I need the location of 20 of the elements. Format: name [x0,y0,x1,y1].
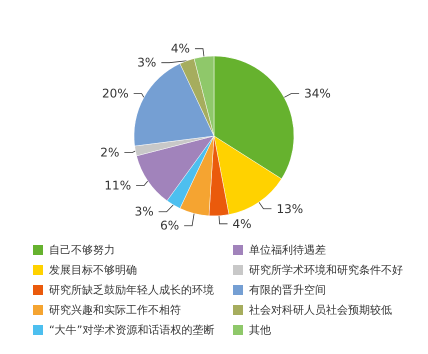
data-label: 2% [100,145,120,160]
legend-label: 有限的晋升空间 [249,284,326,296]
legend-label: 单位福利待遇差 [249,244,326,256]
legend-label: 社会对科研人员社会预期较低 [249,304,392,316]
data-label: 4% [232,216,252,231]
data-label: 4% [170,42,190,56]
legend-label: 发展目标不够明确 [49,264,137,276]
data-label: 3% [137,56,156,70]
data-label: 6% [160,218,180,233]
legend-label: 研究所缺乏鼓励年轻人成长的环境 [49,284,214,296]
data-label: 34% [304,86,331,101]
legend-label: 研究所学术环境和研究条件不好 [249,264,403,276]
data-label: 11% [104,178,132,192]
legend-label: 研究兴趣和实际工作不相符 [49,304,181,316]
data-label: 13% [276,202,304,216]
legend-label: 其他 [249,324,271,336]
data-label: 20% [102,86,129,101]
data-label: 3% [134,204,154,219]
legend-label: 自己不够努力 [49,244,115,256]
legend-label: “大牛”对学术资源和话语权的垄断 [49,324,214,336]
